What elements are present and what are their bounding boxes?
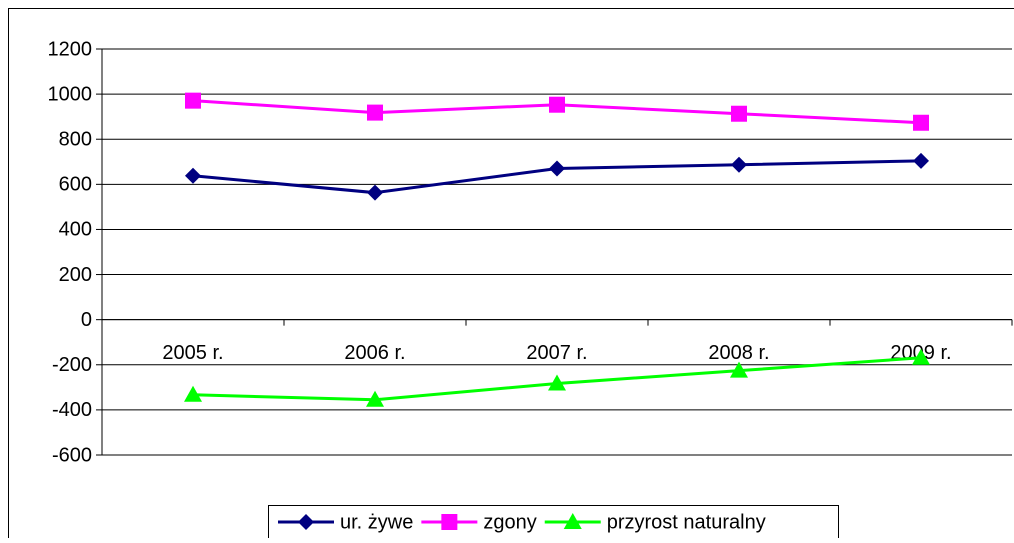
data-point [549,97,565,113]
legend-marker [441,514,457,530]
y-tick-label: 200 [59,264,92,286]
chart-frame [9,9,1014,539]
legend: ur. żywe zgony przyrost naturalny [269,506,839,539]
legend-label: przyrost naturalny [607,511,766,533]
x-tick-label: 2008 r. [708,342,769,364]
data-point [731,106,747,122]
y-tick-label: 400 [59,219,92,241]
y-tick-label: 600 [59,174,92,196]
data-point [913,115,929,131]
y-tick-label: 1000 [48,83,93,105]
y-tick-label: -600 [52,444,92,466]
y-tick-label: 0 [81,309,92,331]
legend-label: ur. żywe [340,511,413,533]
y-tick-label: -200 [52,354,92,376]
y-tick-label: 1200 [48,38,93,60]
x-tick-label: 2006 r. [344,342,405,364]
data-point [367,105,383,121]
y-tick-label: -400 [52,399,92,421]
y-tick-label: 800 [59,129,92,151]
legend-label: zgony [483,511,536,533]
data-point [185,93,201,109]
x-tick-label: 2005 r. [162,342,223,364]
x-tick-label: 2007 r. [526,342,587,364]
